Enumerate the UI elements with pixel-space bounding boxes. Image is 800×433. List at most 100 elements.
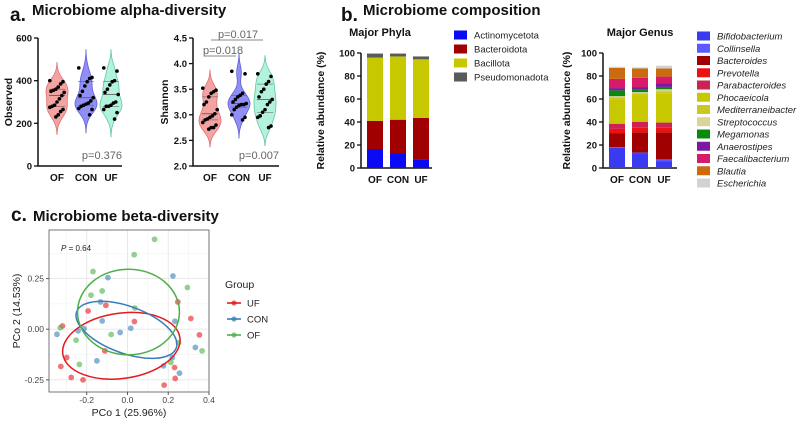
bar-segment-phocaeicola [656,93,672,123]
bar-segment-megamonas [609,90,625,97]
stacked-bar-chart-major-phyla: Major Phyla 0 20 40 60 80 100 Relative abundanc… [315,27,549,186]
data-point [257,95,261,99]
chart-title: Major Genus [607,27,674,39]
bar-segment-prevotella [609,128,625,134]
y-tick-label: 0.00 [27,324,44,334]
bar-segment-escherichia [656,65,672,69]
bar-segment-blautia [656,68,672,77]
violin-UF [99,49,123,138]
data-point [203,118,207,122]
bar-segment-mediterraneibacter [656,91,672,94]
x-tick-label: OF [610,175,624,186]
data-point-of [199,347,205,354]
data-point [265,102,270,107]
p-symbol: P [61,244,67,253]
data-point-con [54,331,60,338]
panel-b-letter: b. [341,5,358,26]
legend-label: Actinomycetota [474,31,540,42]
bar-segment-mediterraneibacter [632,93,648,96]
data-point [214,123,218,127]
bar-segment-bifidobacterium [632,153,648,168]
bar-segment-pseudomonadota [390,53,406,57]
data-point [49,89,53,94]
bar-segment-bacillota [390,56,406,120]
bar-segment-bacteroides [632,132,648,153]
bar-segment-streptococcus [656,89,672,92]
y-tick-label: 0.25 [27,274,44,284]
bar-segment-bacteroides [609,133,625,148]
legend-swatch [697,80,710,90]
bar-segment-anaerostipes [609,88,625,91]
legend-title: Group [225,279,254,291]
violin-CON [74,49,98,134]
data-point [236,95,240,99]
legend-swatch [697,68,710,78]
pcoa-scatter-chart: -0.2 0.0 0.2 0.4 -0.25 0.00 0.25 P = 0.64 PCo 1 … [11,229,268,419]
violin-UF [253,55,277,147]
x-tick-label: CON [228,173,250,184]
legend-swatch [697,166,710,176]
data-point [266,79,271,84]
x-tick-label: 0.4 [203,395,215,405]
legend-swatch [697,43,710,53]
data-point [60,93,64,98]
data-point [77,106,81,111]
data-point-of [184,284,191,291]
data-point-of [90,268,96,275]
bar-segment-actinomycetota [367,149,383,168]
bar-segment-anaerostipes [632,87,648,90]
x-tick-label: 0.0 [122,395,134,405]
data-point-con [127,325,134,332]
y-tick-label: 3.0 [174,110,187,121]
data-point [78,93,82,98]
bar-segment-bacillota [413,59,429,118]
data-point [87,76,92,81]
data-point [115,110,119,115]
data-point-uf [80,376,86,383]
legend-swatch [697,92,710,102]
data-point [62,90,66,95]
bar-segment-faecalibacterium [632,77,648,88]
data-point [104,104,108,109]
legend-swatch [454,44,467,54]
y-tick-label: 20 [344,141,355,152]
data-point [260,110,265,115]
x-axis-label: PCo 1 (25.96%) [92,407,167,419]
bar-segment-escherichia [609,66,625,68]
data-point-con [170,273,176,279]
bar-segment-blautia [609,67,625,79]
y-axis-label: PCo 2 (14.53%) [11,274,23,349]
data-point [259,89,264,94]
x-tick-label: CON [629,175,651,186]
bar-segment-faecalibacterium [656,76,672,84]
legend-label: Pseudomonadota [474,73,549,84]
y-axis-label: Relative abundance (%) [561,52,573,170]
bar-segment-collinsella [656,159,672,162]
y-tick-label: -0.25 [25,375,45,385]
data-point [269,74,273,79]
legend-marker [231,332,237,338]
legend-label: Bacillota [474,59,511,70]
y-tick-label: 80 [344,72,355,83]
y-tick-label: 0 [592,164,597,175]
data-point-uf [187,315,194,322]
legend-swatch [454,58,467,68]
y-tick-label: 4.0 [174,59,187,70]
bar-segment-streptococcus [609,96,625,98]
legend-marker [231,316,237,322]
legend-swatch [697,56,710,65]
legend-label: OF [247,331,260,342]
data-point [115,69,119,73]
data-point [102,66,106,70]
p-value: p=0.376 [82,150,122,162]
bar-segment-prevotella [656,127,672,133]
x-tick-label: OF [50,173,64,184]
legend-label: Bacteroidota [474,45,528,56]
data-point-of [57,324,64,331]
data-point [263,107,267,112]
legend-label: Parabacteroides [717,81,786,92]
data-point-of [73,337,80,344]
violin-chart-shannon: 2.0 2.5 3.0 3.5 4.0 4.5 Shannon OF CON UF p=0.018 p… [159,29,279,184]
bar-segment-prevotella [632,127,648,133]
legend-label: Blautia [717,166,746,177]
